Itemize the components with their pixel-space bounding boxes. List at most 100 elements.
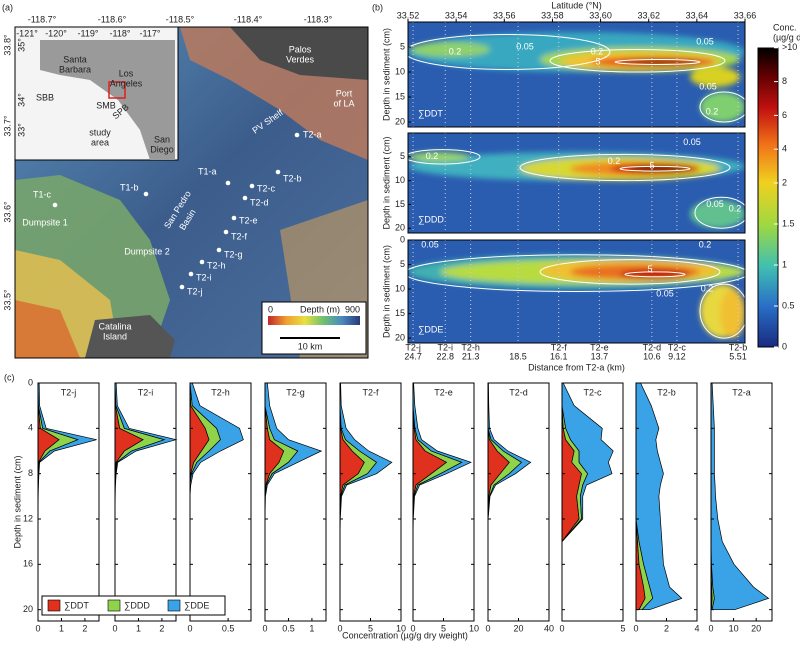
legend-label: ∑DDD <box>124 600 150 610</box>
contour-line <box>699 283 745 339</box>
station <box>199 259 205 265</box>
station <box>223 229 229 235</box>
contour-plot <box>408 22 745 127</box>
contour-label: 0.2 <box>591 46 604 56</box>
station <box>249 183 255 189</box>
x-tick-label: 0 <box>708 623 713 633</box>
station <box>188 271 194 277</box>
station-label: T2-i <box>438 342 454 352</box>
colorbar-tick-label: 2 <box>782 177 787 187</box>
depth-scale <box>268 316 360 325</box>
contour-label: 0.2 <box>706 106 719 116</box>
inset-lon-label: -118° <box>110 28 131 38</box>
x-tick-label: 1 <box>309 623 314 633</box>
colorbar-tick-label: 8 <box>782 76 787 86</box>
lat-tick-label: 33.60 <box>589 10 612 20</box>
x-tick-label: 10 <box>396 623 406 633</box>
x-tick-label: 0 <box>485 623 490 633</box>
contour-label: 0.2 <box>701 283 714 293</box>
plot-frame <box>264 382 327 622</box>
chart-title: T2-e <box>434 387 453 397</box>
x-tick-label: 0 <box>633 623 638 633</box>
lat-tick-label: 33.64 <box>686 10 709 20</box>
y-tick-label: 5 <box>400 41 405 51</box>
station-label: T2-d <box>643 342 662 352</box>
inset-place: Los <box>119 68 134 78</box>
x-tick-label: 0 <box>262 623 267 633</box>
contour-plot <box>408 133 745 233</box>
map-place: Dumpsite 2 <box>124 246 170 256</box>
map-place: of LA <box>333 98 354 108</box>
lat-tick-label: 33.58 <box>541 10 564 20</box>
panel-name: ∑DDE <box>418 324 443 334</box>
map-frame <box>14 26 369 359</box>
station-label: T2-h <box>461 342 480 352</box>
station <box>143 191 149 197</box>
colorbar-tick-label: 0.5 <box>782 300 795 310</box>
x-tick-label: 0 <box>35 623 40 633</box>
lat-tick-label: 33.5° <box>2 289 12 311</box>
x-tick-label: 0.5 <box>282 623 295 633</box>
lat-tick-label: 33.8° <box>2 34 12 56</box>
concentration-area <box>690 67 740 87</box>
inset-place: SMB <box>96 100 116 110</box>
station-label: T2-c <box>257 183 276 193</box>
colorbar-tick-label: 0 <box>782 341 787 351</box>
legend-label: ∑DDT <box>64 600 89 610</box>
study-box <box>108 81 126 99</box>
contour-line <box>408 149 481 165</box>
lat-tick-label: 33.54 <box>445 10 468 20</box>
chart-title: T2-g <box>286 387 305 397</box>
station-label: T1-c <box>33 189 52 199</box>
legend-swatch <box>107 599 121 612</box>
contour-label: 0.05 <box>699 81 717 91</box>
x-tick-label: 0 <box>112 623 117 633</box>
plot-bg <box>408 133 745 233</box>
station-label: T2-a <box>303 129 322 139</box>
plot-frame <box>114 382 177 622</box>
contour-label: 0.05 <box>656 288 674 298</box>
station <box>225 180 231 186</box>
legend-max: 900 <box>345 304 360 314</box>
contour-label: 0.2 <box>608 156 621 166</box>
x-tick-label: 10 <box>729 623 739 633</box>
inset-lon-label: -117° <box>140 28 161 38</box>
y-tick-label: 15 <box>395 91 405 101</box>
y-tick-label: 0 <box>28 377 33 387</box>
station-label: T2-b <box>729 342 748 352</box>
colorbar-title: (µg/g dw) <box>773 32 800 42</box>
lat-tick-label: 33.52 <box>397 10 420 20</box>
contour-label: 0.2 <box>729 204 742 214</box>
x-tick-label: 0.5 <box>222 623 235 633</box>
y-tick-label: 5 <box>400 151 405 161</box>
y-tick-label: 20 <box>23 604 33 614</box>
axis-title: Depth in sediment (cm) <box>12 455 22 548</box>
lat-tick-label: 33.6° <box>2 201 12 223</box>
distance-label: 22.8 <box>436 351 454 361</box>
concentration-area <box>410 42 490 57</box>
map-place: Island <box>103 331 127 341</box>
chart-title: T2-a <box>732 387 751 397</box>
concentration-area <box>408 152 470 162</box>
chart-title: T2-f <box>362 387 379 397</box>
x-tick-label: 20 <box>751 623 761 633</box>
colorbar-title: Conc. <box>773 22 797 32</box>
chart-title: T2-c <box>584 387 603 397</box>
plot-bg <box>413 383 474 621</box>
legend-min: 0 <box>268 304 273 314</box>
station-label: T2-j <box>187 286 203 296</box>
distance-label: 10.6 <box>643 351 661 361</box>
x-tick-label: 20 <box>513 623 523 633</box>
plot-frame <box>407 21 746 128</box>
concentration-area <box>720 289 745 339</box>
map-legend <box>261 301 367 355</box>
panel-label: (c) <box>4 372 15 382</box>
inset-lon-label: -119° <box>78 28 99 38</box>
land <box>85 315 175 358</box>
x-tick-label: 5 <box>620 623 625 633</box>
panel-name: ∑DDT <box>418 108 443 118</box>
inset-place: Barbara <box>59 64 91 74</box>
land <box>230 27 368 80</box>
lon-tick-label: -118.3° <box>304 14 333 24</box>
plot-bg <box>340 383 401 621</box>
